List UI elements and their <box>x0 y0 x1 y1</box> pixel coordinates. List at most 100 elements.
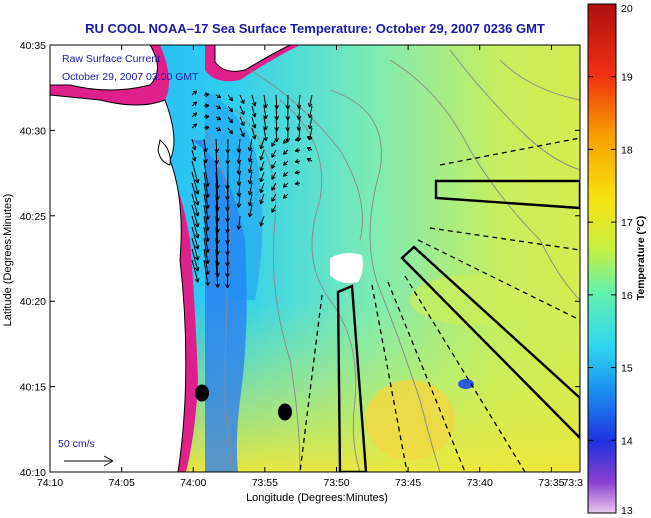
current-vector-head <box>285 127 289 132</box>
current-vector-head <box>217 283 220 288</box>
current-vector-head <box>247 169 250 174</box>
current-vector-head <box>225 149 229 154</box>
current-vector <box>298 94 301 109</box>
current-vector-head <box>283 196 288 199</box>
current-vector-head <box>294 181 299 185</box>
current-vector-head <box>207 204 210 209</box>
x-axis: 74:10 74:05 74:00 73:55 73:50 73:45 73:40 73:35… <box>37 45 583 489</box>
current-vector <box>248 193 253 207</box>
current-vector <box>238 171 241 186</box>
land-staten-island <box>50 45 158 91</box>
current-vector <box>238 193 241 208</box>
current-vector-head <box>283 141 288 144</box>
current-vector-head <box>236 159 240 164</box>
current-vector-head <box>254 124 257 129</box>
current-vector <box>203 248 209 275</box>
colorbar: 20 19 18 17 16 15 14 13 Temperature (°C) <box>587 3 647 517</box>
current-vector-head <box>236 203 240 208</box>
current-vector-head <box>294 139 300 142</box>
current-vector-head <box>260 200 264 205</box>
current-vector <box>238 182 241 197</box>
current-vector <box>251 105 256 118</box>
current-vector <box>298 105 301 120</box>
current-vector-head <box>205 158 208 163</box>
current-vector-head <box>263 137 267 142</box>
current-vector <box>260 171 265 183</box>
current-vector-head <box>217 272 220 277</box>
buoy-marker <box>278 403 292 421</box>
current-vector-head <box>254 113 257 118</box>
current-vector <box>282 182 289 188</box>
scale-label: 50 cm/s <box>58 438 95 450</box>
x-axis-label: Longitude (Degrees:Minutes) <box>246 492 388 504</box>
current-vector-head <box>307 114 310 119</box>
current-vector <box>248 149 253 163</box>
current-vector-head <box>294 137 299 141</box>
colorbar-tick-label: 17 <box>621 217 633 229</box>
current-vector-head <box>216 148 220 153</box>
colorbar-tick-label: 13 <box>621 505 633 517</box>
current-vector-head <box>194 201 199 206</box>
current-vector <box>215 171 219 200</box>
current-vector-head <box>240 100 245 105</box>
current-vector-head <box>236 170 240 175</box>
current-vector <box>271 160 277 169</box>
current-vector-head <box>259 155 262 161</box>
current-vector-head <box>215 283 219 288</box>
current-vector-head <box>271 154 276 158</box>
current-vector-head <box>236 148 240 153</box>
colorbar-tick-label: 18 <box>621 144 633 156</box>
current-vector <box>203 215 209 242</box>
current-vector-head <box>194 157 197 162</box>
current-vector-head <box>194 90 198 95</box>
current-vector-head <box>192 90 197 93</box>
current-vector-head <box>194 212 199 217</box>
current-vector <box>227 105 233 113</box>
current-vector-head <box>306 136 310 141</box>
current-vector-head <box>247 213 250 218</box>
current-vector-head <box>247 158 250 163</box>
current-vector-head <box>228 120 233 124</box>
y-axis: 40:10 40:15 40:20 40:25 40:30 40:35 <box>20 40 580 479</box>
land-sandy-hook <box>157 139 171 166</box>
current-vector <box>298 116 301 131</box>
current-vector-head <box>207 259 210 264</box>
current-vector-head <box>260 189 264 194</box>
colorbar-tick-label: 15 <box>621 363 633 375</box>
current-vector-head <box>276 137 280 142</box>
current-vector-head <box>240 133 245 138</box>
current-vector-head <box>194 179 199 184</box>
current-vector-head <box>207 237 210 242</box>
current-vector-head <box>218 105 222 109</box>
current-vector-head <box>283 152 288 155</box>
current-vector-head <box>260 167 264 172</box>
current-vector-head <box>191 157 196 162</box>
current-vector-head <box>294 150 300 153</box>
current-vector-head <box>205 104 210 109</box>
y-tick-label: 40:25 <box>20 211 46 223</box>
current-vector-head <box>192 101 197 104</box>
current-vector-head <box>192 123 197 126</box>
current-vector-head <box>294 148 299 152</box>
current-vector-head <box>225 251 228 256</box>
current-vector-head <box>217 217 220 222</box>
current-vector-head <box>197 212 200 217</box>
current-vector <box>282 149 289 155</box>
current-vector-head <box>225 207 228 212</box>
current-vector-head <box>197 234 200 239</box>
bathymetry-contours <box>204 49 580 472</box>
current-vector-head <box>231 118 233 123</box>
current-vector-head <box>265 136 268 141</box>
current-vector <box>271 171 277 180</box>
current-vector-head <box>249 180 253 185</box>
current-vector <box>271 182 277 191</box>
current-vector <box>239 116 245 126</box>
current-vector-head <box>276 115 280 120</box>
current-vector-head <box>203 159 207 164</box>
current-vector-head <box>217 261 220 266</box>
y-axis-label: Latitude (Degrees:Minutes) <box>2 194 14 327</box>
y-tick-label: 40:15 <box>20 382 46 394</box>
current-vector <box>227 127 233 135</box>
current-vector-head <box>251 113 256 118</box>
current-vector-head <box>205 282 209 286</box>
